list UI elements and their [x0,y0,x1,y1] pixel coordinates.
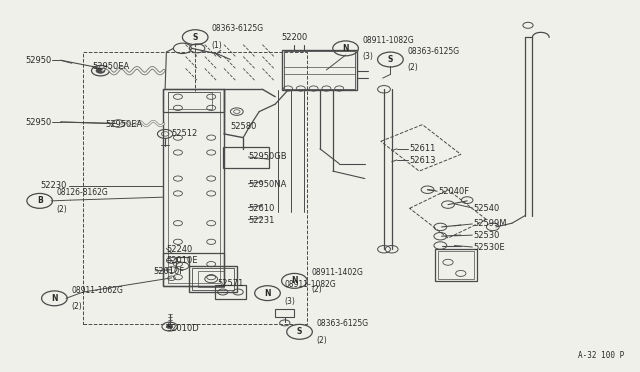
Text: N: N [264,289,271,298]
Text: 52950GB: 52950GB [248,153,287,161]
Circle shape [96,68,105,73]
Text: 52610: 52610 [248,204,275,213]
Text: S: S [388,55,393,64]
Bar [168,92,212,109]
Text: 08911-1062G: 08911-1062G [71,286,123,295]
Text: S: S [193,33,198,42]
Bar [192,268,234,290]
Text: (2): (2) [71,302,82,311]
Text: 52230: 52230 [41,182,67,190]
Text: 08363-6125G: 08363-6125G [316,319,368,328]
Bar [438,251,474,279]
Bar [189,266,237,292]
Text: 52950EA: 52950EA [106,120,143,129]
Text: 52611: 52611 [410,144,436,153]
Text: B: B [37,196,42,205]
Text: 52010F: 52010F [154,267,185,276]
Bar [168,92,220,283]
Text: (2): (2) [56,205,67,214]
Text: 08911-1402G: 08911-1402G [311,268,363,277]
Text: 08911-1082G: 08911-1082G [362,36,414,45]
Text: 52200: 52200 [282,33,308,42]
Text: 52613: 52613 [410,156,436,165]
Text: 52231: 52231 [248,216,275,225]
Bar [223,147,269,168]
Text: 52530: 52530 [474,231,500,240]
Bar [435,249,477,281]
Text: N: N [51,294,58,303]
Text: 52599M: 52599M [474,219,507,228]
Text: 52540: 52540 [474,204,500,213]
Text: A-32 100 P: A-32 100 P [578,351,624,360]
Bar [284,51,355,89]
Text: 52530E: 52530E [474,243,505,252]
Bar [282,50,357,90]
Text: 52950: 52950 [25,56,51,65]
Text: 08363-6125G: 08363-6125G [212,25,264,33]
Bar [163,253,224,286]
Text: 52040F: 52040F [438,187,470,196]
Bar [198,271,224,287]
Text: 52950NA: 52950NA [248,180,287,189]
Text: N: N [291,276,298,285]
Text: 52010E: 52010E [166,256,198,265]
Bar [83,52,307,324]
Text: 52240: 52240 [166,245,193,254]
Text: S: S [297,327,302,336]
Text: 52580: 52580 [230,122,257,131]
Bar [215,285,246,299]
Circle shape [166,325,173,328]
Text: 08911-1082G: 08911-1082G [284,280,336,289]
Text: (3): (3) [362,52,373,61]
Text: 52950EA: 52950EA [93,62,130,71]
Text: 08126-8162G: 08126-8162G [56,188,108,197]
Bar [275,309,294,317]
Text: (1): (1) [212,41,223,50]
Bar [163,89,224,112]
Text: 52512: 52512 [172,129,198,138]
Text: N: N [342,44,349,53]
Text: (2): (2) [311,285,322,294]
Text: (2): (2) [407,63,418,72]
Text: 52571: 52571 [218,279,244,288]
Text: 52010D: 52010D [166,324,199,333]
Bar [163,89,224,286]
Text: 52950: 52950 [25,118,51,126]
Text: 08363-6125G: 08363-6125G [407,47,459,56]
Text: (3): (3) [284,297,295,306]
Text: (2): (2) [316,336,327,344]
